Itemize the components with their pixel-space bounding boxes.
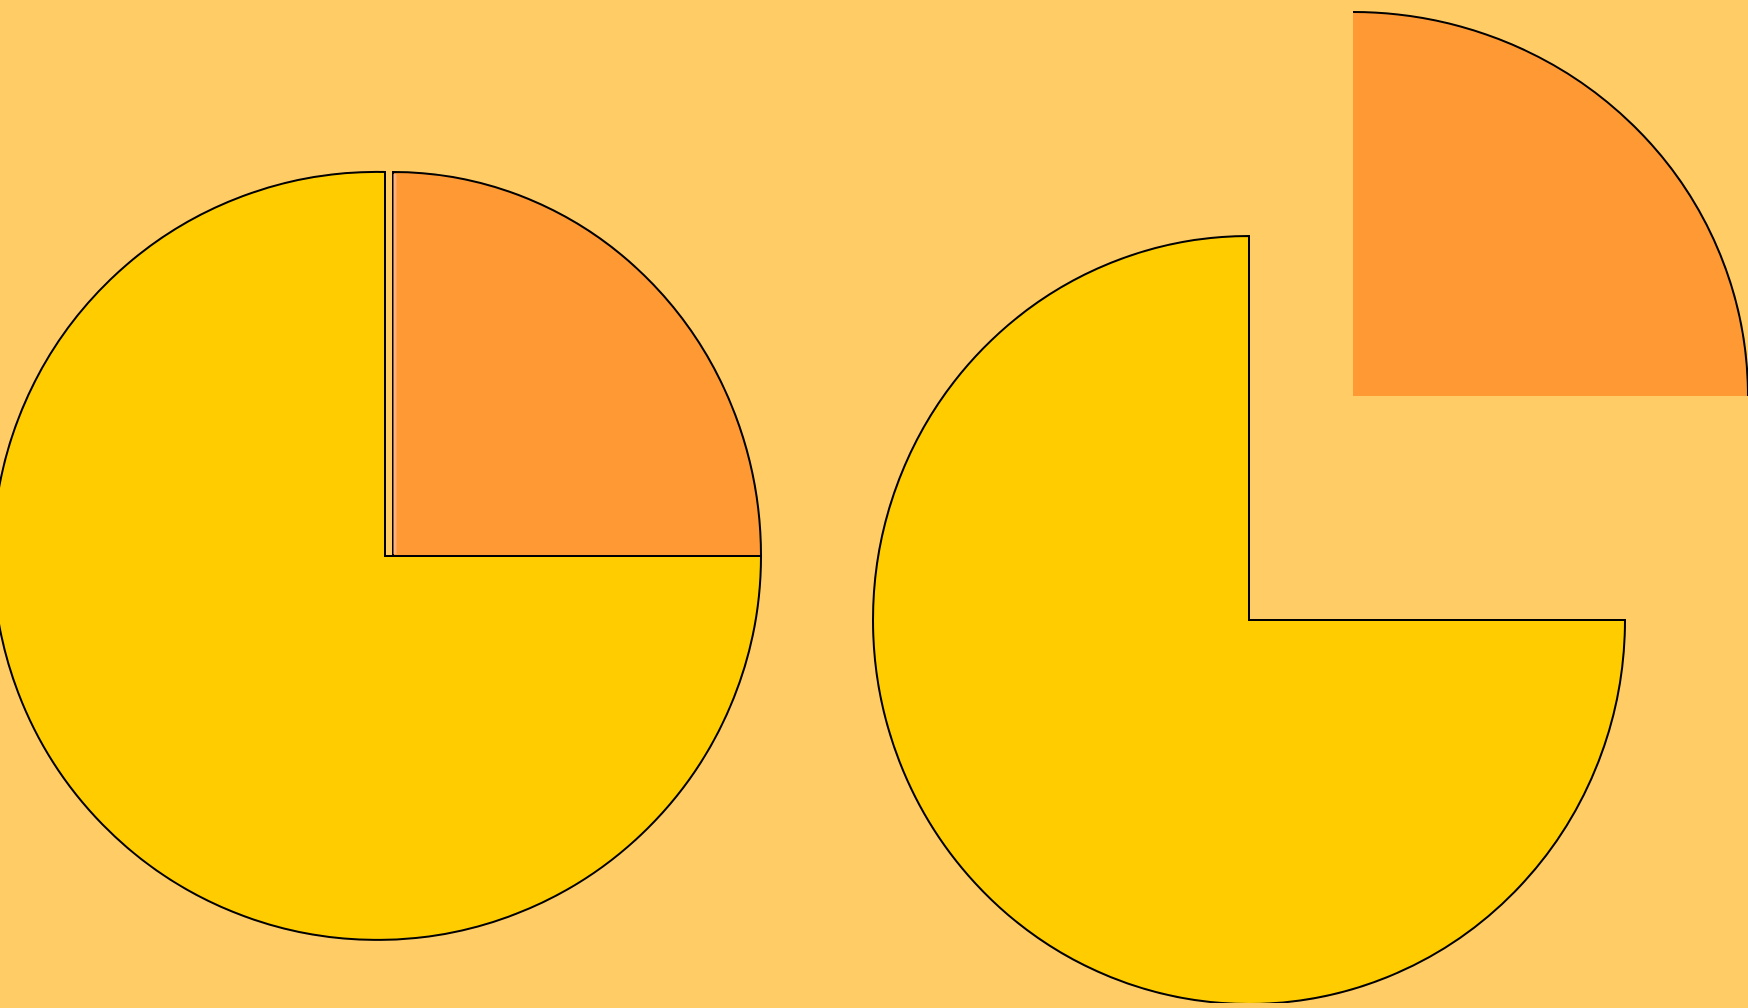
- whole-circle-diagram: [0, 170, 763, 941]
- exploded-circle-diagram: [872, 11, 1748, 1005]
- left-quarter-sector: [392, 170, 763, 557]
- left-three-quarter-sector: [0, 170, 763, 941]
- right-detached-quarter-sector: [1353, 12, 1748, 396]
- right-detached-quarter-arc: [1352, 11, 1748, 397]
- right-three-quarter-sector: [872, 234, 1627, 1005]
